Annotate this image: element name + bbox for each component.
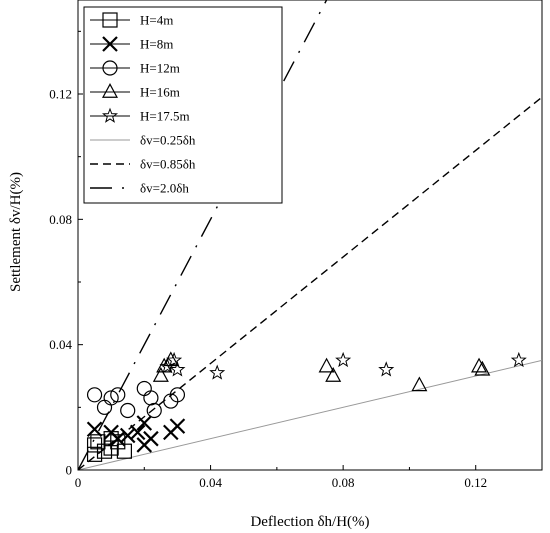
x-axis-title: Deflection δh/H(%) bbox=[250, 514, 369, 530]
legend-marker-3 bbox=[101, 83, 119, 98]
point-3-5 bbox=[411, 376, 428, 392]
y-tick-label-1: 0.04 bbox=[49, 337, 72, 352]
legend-entry-5: δv=0.25δh bbox=[90, 133, 196, 148]
y-axis: 0 0.04 0.08 0.12 bbox=[49, 30, 83, 478]
legend-entry-3: H=16m bbox=[90, 83, 180, 100]
series-1 bbox=[86, 415, 186, 453]
legend-box bbox=[83, 6, 283, 204]
point-0-0 bbox=[86, 446, 103, 462]
point-3-3 bbox=[318, 357, 335, 373]
x-tick-label-0: 0 bbox=[75, 475, 82, 490]
point-2-0 bbox=[86, 387, 103, 403]
point-1-9 bbox=[119, 427, 136, 444]
point-2-2 bbox=[103, 390, 119, 406]
legend-entry-4: H=17.5m bbox=[90, 107, 190, 124]
legend-entry-0: H=4m bbox=[90, 12, 173, 28]
legend-label-4: H=17.5m bbox=[140, 109, 190, 124]
legend-label-7: δv=2.0δh bbox=[140, 181, 189, 196]
legend-label-0: H=4m bbox=[140, 13, 173, 28]
legend-marker-4 bbox=[101, 107, 119, 123]
point-3-6 bbox=[471, 357, 488, 373]
x-tick-label-2: 0.08 bbox=[332, 475, 355, 490]
point-4-2 bbox=[169, 361, 186, 377]
point-3-7 bbox=[474, 360, 491, 376]
fit-line-1 bbox=[78, 96, 542, 470]
point-4-5 bbox=[378, 361, 395, 377]
point-2-7 bbox=[146, 402, 162, 419]
fit-line-2 bbox=[78, 0, 328, 470]
legend-entry-1: H=8m bbox=[90, 36, 173, 52]
series-4 bbox=[159, 351, 527, 380]
series-2 bbox=[86, 380, 186, 419]
y-tick-label-0: 0 bbox=[66, 463, 73, 478]
x-tick-label-1: 0.04 bbox=[199, 475, 222, 490]
legend-marker-0 bbox=[102, 12, 118, 28]
y-tick-label-2: 0.08 bbox=[49, 212, 72, 227]
point-2-9 bbox=[169, 387, 186, 403]
legend-entry-7: δv=2.0δh bbox=[90, 181, 189, 196]
legend-entry-2: H=12m bbox=[90, 60, 180, 76]
point-0-7 bbox=[90, 434, 106, 450]
legend-label-6: δv=0.85δh bbox=[140, 157, 196, 172]
point-4-3 bbox=[209, 364, 226, 380]
x-axis: 0 0.04 0.08 0.12 bbox=[75, 465, 487, 490]
fit-line-0 bbox=[78, 359, 542, 470]
point-1-2 bbox=[109, 430, 126, 447]
point-2-3 bbox=[110, 387, 126, 403]
legend-marker-2 bbox=[102, 60, 118, 76]
point-1-7 bbox=[169, 418, 186, 434]
y-axis-title: Settlement δv/H(%) bbox=[8, 172, 24, 292]
point-2-4 bbox=[120, 402, 136, 419]
point-1-8 bbox=[136, 437, 153, 453]
point-3-0 bbox=[152, 367, 169, 382]
legend-label-1: H=8m bbox=[140, 37, 173, 52]
legend-marker-1 bbox=[102, 36, 118, 52]
y-tick-label-3: 0.12 bbox=[49, 87, 72, 102]
plot-frame bbox=[77, 0, 543, 471]
fit-lines bbox=[78, 0, 542, 470]
point-1-4 bbox=[136, 415, 153, 431]
legend: H=4m H=8m H=12m H=16m H=17.5m δv=0.25δh δv=0.8… bbox=[83, 6, 283, 204]
point-2-1 bbox=[96, 399, 113, 415]
point-2-5 bbox=[136, 380, 152, 397]
point-1-3 bbox=[129, 424, 146, 441]
x-tick-label-3: 0.12 bbox=[464, 475, 487, 490]
point-2-6 bbox=[143, 390, 159, 406]
point-3-4 bbox=[325, 367, 342, 382]
legend-label-2: H=12m bbox=[140, 61, 180, 76]
point-1-0 bbox=[86, 421, 103, 438]
point-4-1 bbox=[166, 351, 183, 368]
point-4-4 bbox=[335, 351, 352, 368]
point-0-1 bbox=[86, 437, 103, 453]
data-points bbox=[86, 351, 527, 462]
point-4-6 bbox=[510, 351, 527, 368]
legend-label-5: δv=0.25δh bbox=[140, 133, 196, 148]
legend-entry-6: δv=0.85δh bbox=[90, 157, 196, 172]
legend-label-3: H=16m bbox=[140, 85, 180, 100]
